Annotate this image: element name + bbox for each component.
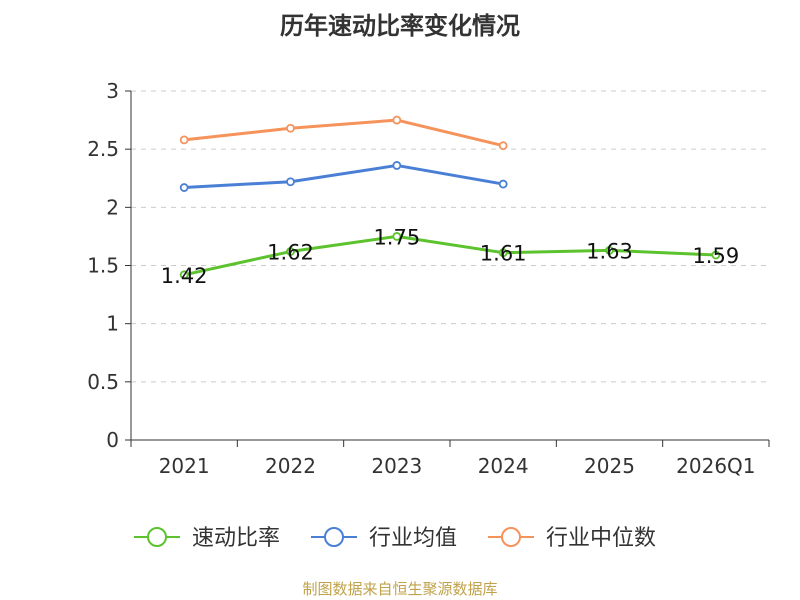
data-labels: 1.42 1.62 1.75 1.61 1.63 1.59 (161, 225, 739, 287)
data-point (392, 115, 402, 125)
y-tick-label: 2.5 (87, 137, 119, 161)
x-tick-label: 2024 (478, 454, 529, 478)
y-tick-label: 3 (106, 79, 119, 103)
y-tick-label: 1 (106, 312, 119, 336)
axes: 0 0.5 1 1.5 2 2.5 3 2021 2022 2023 2024 2025 2026Q1 (87, 79, 770, 478)
data-point (179, 183, 189, 192)
data-point (286, 247, 295, 256)
legend-marker (147, 527, 167, 547)
series-line (183, 234, 716, 277)
x-tick-label: 2021 (159, 454, 210, 478)
legend: 速动比率 行业均值 行业中位数 (134, 526, 656, 551)
data-point (498, 248, 508, 258)
data-label: 1.61 (480, 242, 527, 266)
data-point (179, 135, 189, 145)
chart-title: 历年速动比率变化情况 (280, 12, 520, 40)
data-point (392, 232, 402, 241)
legend-label: 行业均值 (369, 526, 457, 551)
legend-marker (501, 527, 521, 547)
data-label: 1.59 (692, 244, 739, 268)
x-tick-label: 2025 (584, 454, 635, 478)
legend-label: 行业中位数 (546, 526, 656, 551)
x-tick-label: 2022 (265, 454, 316, 478)
data-point (605, 245, 614, 255)
data-label: 1.63 (586, 239, 633, 263)
y-tick-label: 0 (106, 428, 119, 452)
series-line (184, 163, 504, 190)
source-note: 制图数据来自恒生聚源数据库 (302, 580, 498, 598)
y-tick-label: 1.5 (87, 254, 119, 278)
data-point (286, 177, 295, 187)
data-label: 1.62 (267, 241, 314, 265)
data-point (711, 250, 721, 260)
x-tick-label: 2026Q1 (676, 454, 755, 478)
y-tick-label: 0.5 (87, 370, 119, 394)
legend-label: 速动比率 (192, 526, 280, 551)
gridlines (131, 90, 769, 383)
data-point (392, 161, 402, 170)
data-point (286, 123, 295, 133)
data-point (179, 270, 189, 280)
data-label: 1.75 (373, 225, 420, 249)
data-point (498, 141, 508, 151)
legend-marker (324, 527, 344, 547)
series-line (184, 118, 504, 148)
data-point (498, 179, 508, 189)
series (179, 115, 721, 280)
y-tick-label: 2 (106, 195, 119, 219)
x-tick-label: 2023 (371, 454, 422, 478)
data-label: 1.42 (161, 264, 208, 288)
